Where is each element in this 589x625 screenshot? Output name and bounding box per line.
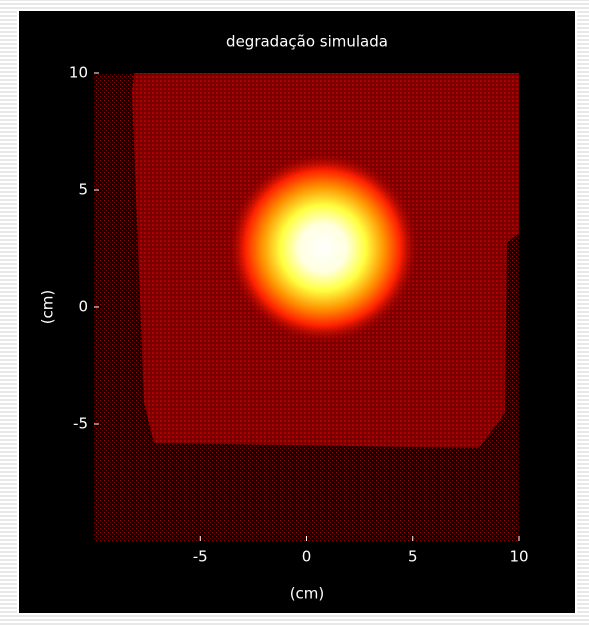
x-axis-label: (cm) [290, 585, 325, 603]
figure: degradação simulada (cm) (cm) -5 0 5 10 -5 0 5… [0, 0, 589, 625]
y-tick-label: 10 [69, 64, 88, 82]
x-tick-label: 5 [408, 548, 418, 566]
y-tick-label: -5 [73, 415, 88, 433]
y-tick-label: 0 [78, 298, 88, 316]
x-tick-label: -5 [193, 548, 208, 566]
heat-spot [228, 153, 418, 343]
axes [94, 73, 519, 541]
x-tick-label: 10 [509, 548, 528, 566]
x-tick-label: 0 [302, 548, 312, 566]
y-axis-label: (cm) [39, 290, 57, 325]
chart-title: degradação simulada [226, 33, 388, 51]
y-tick-label: 5 [78, 181, 88, 199]
page: {"chart_data": {"type": "image", "title"… [0, 0, 589, 625]
